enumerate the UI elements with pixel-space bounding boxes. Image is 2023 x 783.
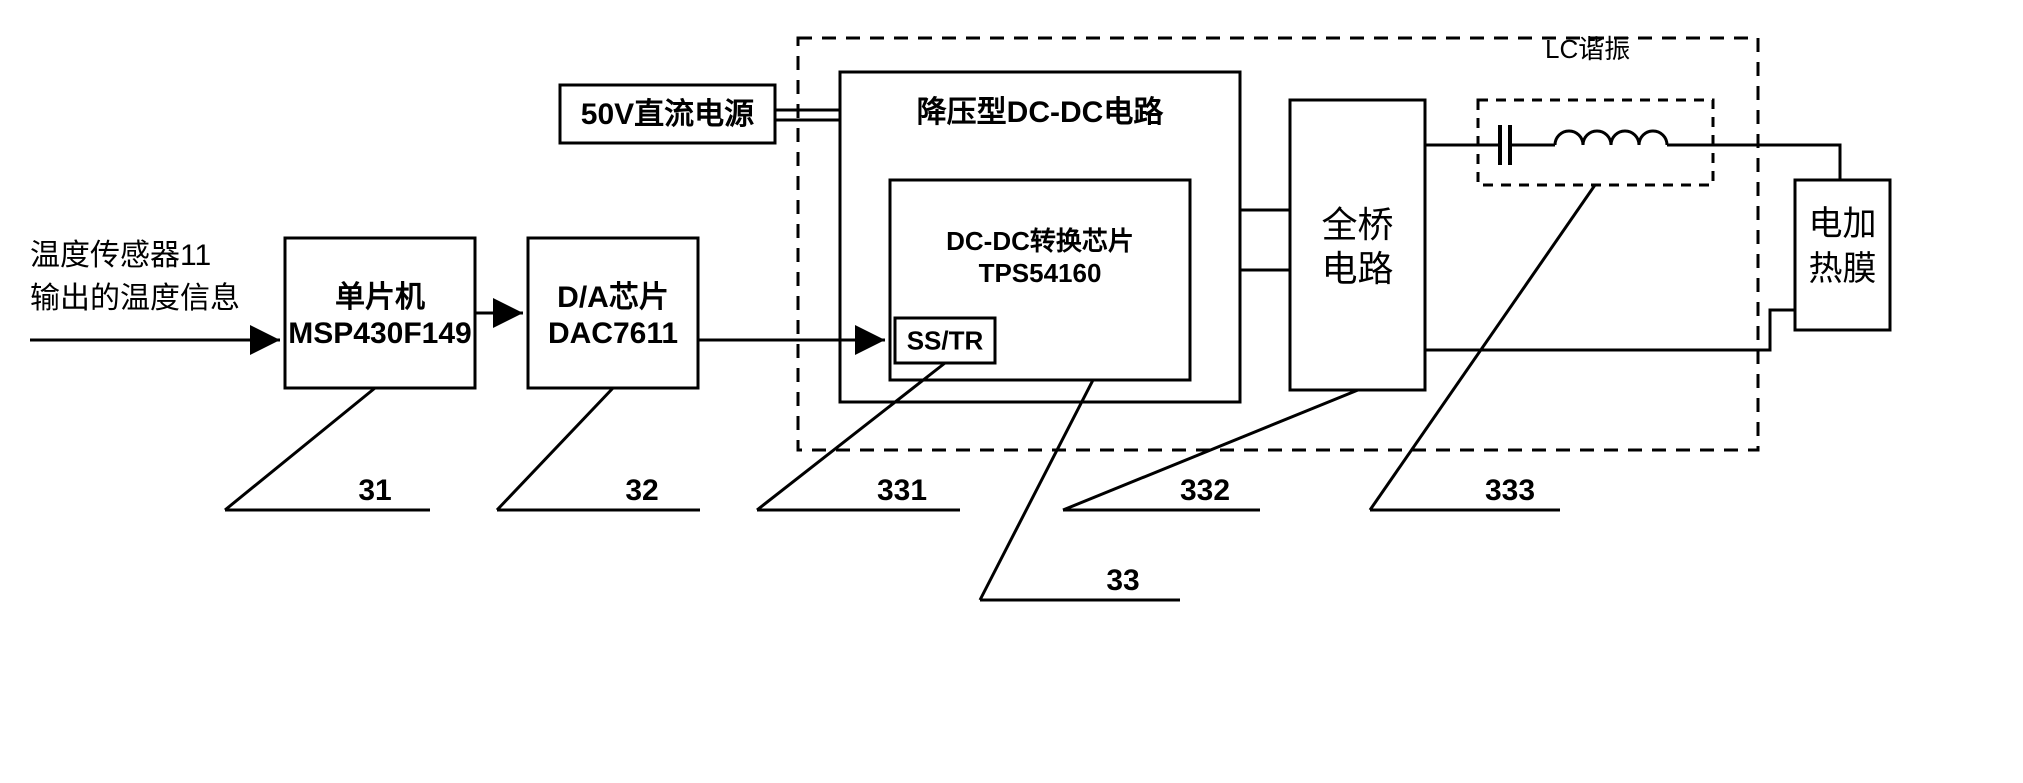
ref-leader-32 xyxy=(497,388,613,510)
ref-num-331: 331 xyxy=(877,474,927,507)
dac-block-line2: DAC7611 xyxy=(548,317,678,350)
input-text-line2: 输出的温度信息 xyxy=(30,282,240,315)
heat-line2: 热膜 xyxy=(1809,250,1877,288)
sstr-label: SS/TR xyxy=(907,326,984,356)
bridge-rect xyxy=(1290,100,1425,390)
bridge-heat-bottom xyxy=(1425,310,1795,350)
bridge-line2: 电路 xyxy=(1321,248,1393,289)
mcu-block-line1: 单片机 xyxy=(335,281,425,314)
ref-num-333: 333 xyxy=(1485,474,1535,507)
dcdc-inner-line2: TPS54160 xyxy=(979,258,1102,288)
input-text-line1: 温度传感器11 xyxy=(30,239,211,272)
ref-leader-31 xyxy=(225,388,375,510)
ref-num-31: 31 xyxy=(358,474,391,507)
dac-block-line1: D/A芯片 xyxy=(557,281,669,314)
heat-line1: 电加 xyxy=(1809,205,1877,243)
lc-to-heat-line xyxy=(1713,145,1840,180)
dcdc-inner-line1: DC-DC转换芯片 xyxy=(946,226,1134,256)
mcu-block-line2: MSP430F149 xyxy=(288,317,471,350)
ref-num-33: 33 xyxy=(1106,564,1139,597)
lc-dashed-rect xyxy=(1478,100,1713,185)
lc-label: LC谐振 xyxy=(1545,34,1630,64)
ref-num-332: 332 xyxy=(1180,474,1230,507)
ref-leader-33 xyxy=(980,380,1093,600)
ref-num-32: 32 xyxy=(625,474,658,507)
bridge-line1: 全桥 xyxy=(1321,204,1393,245)
dcdc-outer-title: 降压型DC-DC电路 xyxy=(917,96,1165,129)
psu-block-label: 50V直流电源 xyxy=(581,98,754,131)
inductor-coil xyxy=(1555,131,1667,145)
ref-leader-333 xyxy=(1370,185,1595,510)
